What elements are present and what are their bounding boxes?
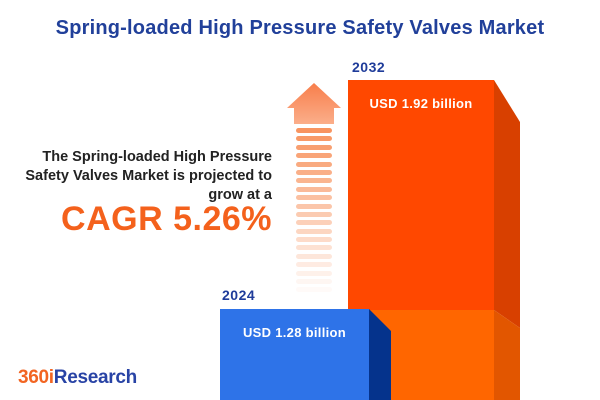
arrow-stripe xyxy=(296,161,332,167)
bar-value-2024: USD 1.28 billion xyxy=(242,325,347,340)
arrow-stripe xyxy=(296,228,332,234)
logo-prefix: 360i xyxy=(18,367,54,388)
arrow-stripe xyxy=(296,153,332,159)
arrow-stripe xyxy=(296,270,332,276)
arrow-stripe xyxy=(296,203,332,209)
bar-label-2032: 2032 xyxy=(352,59,386,75)
bar-2032-front-top xyxy=(348,80,494,310)
bar-label-2024: 2024 xyxy=(222,287,256,303)
arrow-stripe xyxy=(296,186,332,192)
page-title: Spring-loaded High Pressure Safety Valve… xyxy=(55,17,545,39)
arrow-stripe xyxy=(296,287,332,293)
bar-2032-side-bottom xyxy=(494,310,520,400)
arrow-stripe xyxy=(296,178,332,184)
market-description: The Spring-loaded High Pressure Safety V… xyxy=(0,148,272,205)
arrow-stripe xyxy=(296,245,332,251)
arrow-stripe xyxy=(296,237,332,243)
bar-value-2032: USD 1.92 billion xyxy=(369,96,473,111)
arrow-stripe xyxy=(296,279,332,285)
arrow-stripe xyxy=(296,220,332,226)
bar-2024-front xyxy=(220,309,369,400)
bar-2024-side xyxy=(369,309,391,400)
growth-arrow-head xyxy=(287,83,341,124)
logo-suffix: Research xyxy=(53,367,137,388)
bar-2032-side-top xyxy=(494,80,520,328)
arrow-stripe xyxy=(296,169,332,175)
arrow-stripe xyxy=(296,144,332,150)
arrow-stripe xyxy=(296,136,332,142)
arrow-stripe xyxy=(296,128,332,133)
arrow-stripe xyxy=(296,253,332,259)
arrow-stripe xyxy=(296,211,332,217)
description-line-1: The Spring-loaded High Pressure xyxy=(42,149,272,165)
cagr-value: CAGR 5.26% xyxy=(61,200,272,238)
description-line-3: grow at a xyxy=(208,187,272,203)
growth-arrow-icon xyxy=(287,83,341,293)
arrow-stripe xyxy=(296,195,332,201)
growth-arrow-stripes xyxy=(296,128,332,296)
arrow-stripe xyxy=(296,262,332,268)
brand-logo: 360iResearch xyxy=(18,367,137,389)
description-line-2: Safety Valves Market is projected to xyxy=(25,168,272,184)
